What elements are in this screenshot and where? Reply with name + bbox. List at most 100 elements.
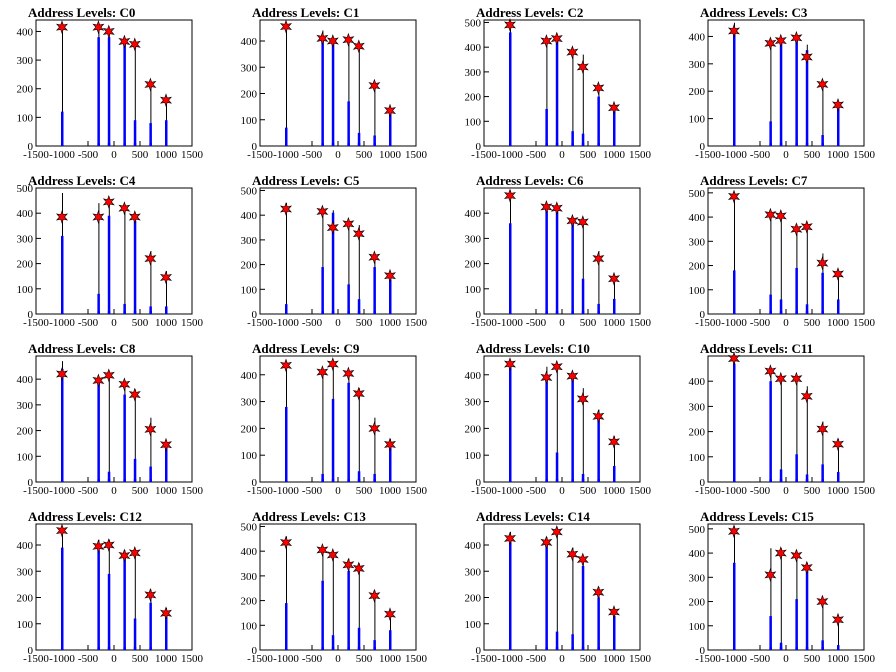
histogram-base — [795, 311, 798, 314]
histogram-bar — [373, 473, 376, 482]
star-marker — [316, 31, 329, 46]
star-marker — [326, 547, 339, 562]
histogram-bar — [321, 41, 324, 146]
star-marker — [504, 18, 516, 32]
histogram-base — [321, 311, 324, 314]
y-tick-label: 0 — [476, 477, 482, 489]
y-tick-label: 300 — [241, 397, 258, 409]
x-tick-label: -1500 — [471, 149, 497, 161]
x-tick-label: -1500 — [695, 653, 721, 665]
histogram-bar — [123, 394, 126, 482]
histogram-base — [555, 311, 559, 314]
histogram-bar — [769, 616, 772, 650]
star-marker — [728, 351, 740, 366]
histogram-base — [509, 311, 512, 314]
histogram-base — [795, 479, 798, 482]
histogram-bar — [597, 96, 600, 146]
y-tick-label: 200 — [241, 596, 258, 608]
chart-panel-0: Address Levels: C0 0 100 200 300 400 -1500 -100… — [17, 5, 204, 161]
x-tick-label: 500 — [580, 485, 597, 497]
histogram-base — [545, 647, 548, 650]
histogram-bar — [107, 215, 111, 314]
histogram-base — [149, 311, 152, 314]
y-tick-label: 100 — [241, 284, 258, 296]
star-marker — [128, 210, 141, 224]
histogram-base — [779, 143, 783, 146]
star-marker — [326, 220, 339, 235]
chart-title: Address Levels: C3 — [700, 5, 808, 20]
star-marker — [128, 387, 141, 402]
x-tick-label: -1500 — [23, 317, 49, 329]
histogram-base — [357, 479, 361, 482]
star-marker — [160, 606, 172, 621]
star-marker — [368, 78, 381, 93]
chart-title: Address Levels: C8 — [28, 341, 136, 356]
y-tick-label: 400 — [17, 540, 34, 552]
histogram-base — [509, 479, 512, 482]
star-marker — [128, 545, 141, 560]
histogram-base — [389, 311, 392, 314]
y-tick-label: 100 — [17, 284, 34, 296]
star-marker — [592, 81, 605, 95]
y-tick-label: 300 — [17, 55, 34, 67]
histogram-base — [133, 647, 137, 650]
chart-panel-2: Address Levels: C20100200300400500-1500-… — [465, 5, 652, 161]
star-marker — [540, 34, 553, 48]
histogram-bar — [357, 299, 361, 314]
histogram-base — [613, 647, 616, 650]
y-tick-label: 300 — [17, 233, 34, 245]
plot-frame — [707, 355, 865, 483]
histogram-base — [165, 647, 168, 650]
y-tick-label: 300 — [689, 401, 706, 413]
histogram-bar — [597, 597, 600, 650]
histogram-base — [837, 647, 840, 650]
y-tick-label: 300 — [689, 572, 706, 584]
y-tick-label: 500 — [465, 17, 482, 29]
chart-title: Address Levels: C10 — [476, 341, 590, 356]
histogram-base — [779, 647, 783, 650]
histogram-base — [795, 647, 798, 650]
star-marker — [832, 97, 844, 112]
histogram-bar — [357, 471, 361, 482]
y-tick-label: 100 — [689, 114, 706, 126]
chart-title: Address Levels: C7 — [700, 173, 808, 188]
histogram-bar — [123, 40, 126, 146]
star-marker — [144, 422, 157, 437]
x-tick-label: -500 — [78, 317, 99, 329]
histogram-base — [613, 479, 616, 482]
histogram-base — [285, 479, 288, 482]
star-marker — [144, 251, 157, 266]
histogram-base — [123, 311, 126, 314]
histogram-base — [597, 143, 600, 146]
histogram-base — [733, 311, 736, 314]
star-marker — [326, 34, 339, 48]
histogram-bar — [613, 465, 616, 482]
x-tick-label: -500 — [302, 653, 323, 665]
histogram-base — [357, 311, 361, 314]
histogram-bar — [805, 304, 809, 314]
histogram-base — [821, 311, 824, 314]
star-marker — [774, 33, 787, 48]
star-marker — [56, 210, 68, 224]
histogram-bar — [779, 299, 783, 314]
chart-title: Address Levels: C0 — [28, 5, 135, 20]
histogram-bar — [581, 473, 585, 482]
histogram-bar — [837, 104, 840, 146]
star-marker — [592, 409, 605, 424]
x-tick-label: -1000 — [497, 485, 523, 497]
histogram-bar — [331, 212, 335, 314]
star-marker — [800, 50, 813, 64]
star-marker — [280, 202, 292, 216]
star-marker — [280, 535, 292, 550]
x-tick-label: -1000 — [49, 485, 75, 497]
plot-frame — [259, 355, 417, 483]
star-marker — [832, 612, 844, 627]
x-tick-label: 500 — [804, 485, 821, 497]
x-tick-label: 1000 — [379, 317, 402, 329]
star-marker — [504, 357, 516, 371]
histogram-base — [133, 479, 137, 482]
histogram-base — [571, 647, 574, 650]
star-marker — [728, 24, 740, 38]
histogram-base — [347, 647, 350, 650]
x-tick-label: 0 — [335, 653, 341, 665]
